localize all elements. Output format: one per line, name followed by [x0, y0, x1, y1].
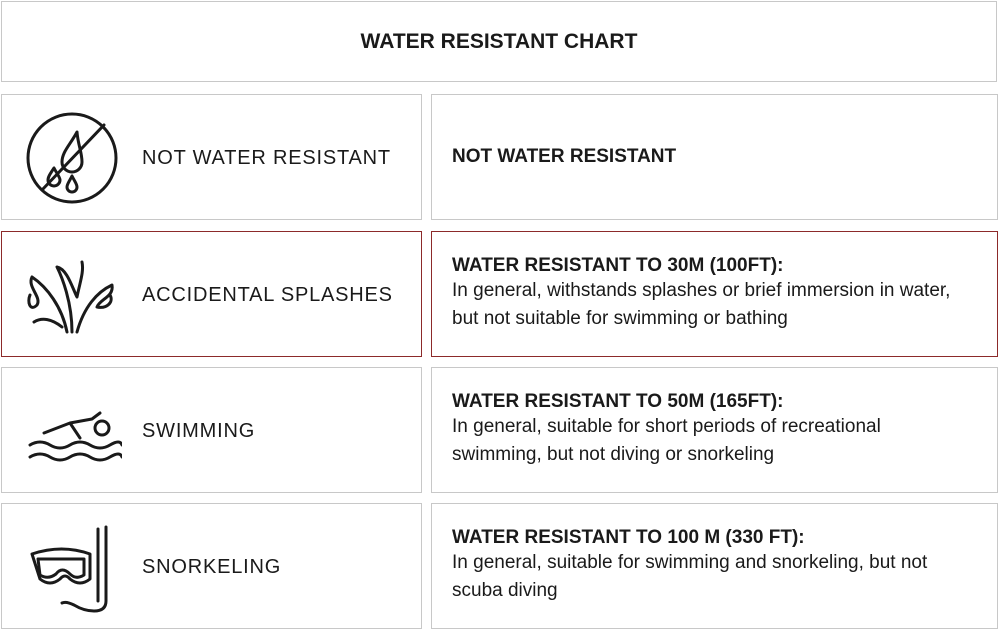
row-left: SNORKELING: [1, 503, 422, 629]
row-label: SNORKELING: [142, 555, 282, 578]
icon-swim: [28, 411, 122, 462]
row-heading: WATER RESISTANT TO 30M (100FT):: [452, 255, 784, 276]
row-description: In general, suitable for swimming and sn…: [452, 552, 928, 601]
row-description: In general, withstands splashes or brief…: [452, 280, 951, 329]
icon-splash: [27, 260, 114, 334]
row-right: NOT WATER RESISTANT: [431, 94, 998, 220]
row-heading: NOT WATER RESISTANT: [452, 146, 677, 167]
icon-no-water: [26, 112, 118, 204]
row-right: WATER RESISTANT TO 30M (100FT): In gener…: [431, 231, 998, 357]
row-left: ACCIDENTAL SPLASHES: [1, 231, 422, 357]
row-label: SWIMMING: [142, 419, 256, 442]
row-heading: WATER RESISTANT TO 50M (165FT):: [452, 391, 784, 412]
row-right: WATER RESISTANT TO 50M (165FT): In gener…: [431, 367, 998, 493]
row-label: ACCIDENTAL SPLASHES: [142, 283, 393, 306]
row-left: SWIMMING: [1, 367, 422, 493]
row-description: In general, suitable for short periods o…: [452, 416, 881, 465]
icon-snorkel: [30, 525, 108, 613]
row-label: NOT WATER RESISTANT: [142, 146, 391, 169]
row-left: NOT WATER RESISTANT: [1, 94, 422, 220]
row-right: WATER RESISTANT TO 100 M (330 FT): In ge…: [431, 503, 998, 629]
row-heading: WATER RESISTANT TO 100 M (330 FT):: [452, 527, 805, 548]
title: WATER RESISTANT CHART: [1, 1, 997, 82]
